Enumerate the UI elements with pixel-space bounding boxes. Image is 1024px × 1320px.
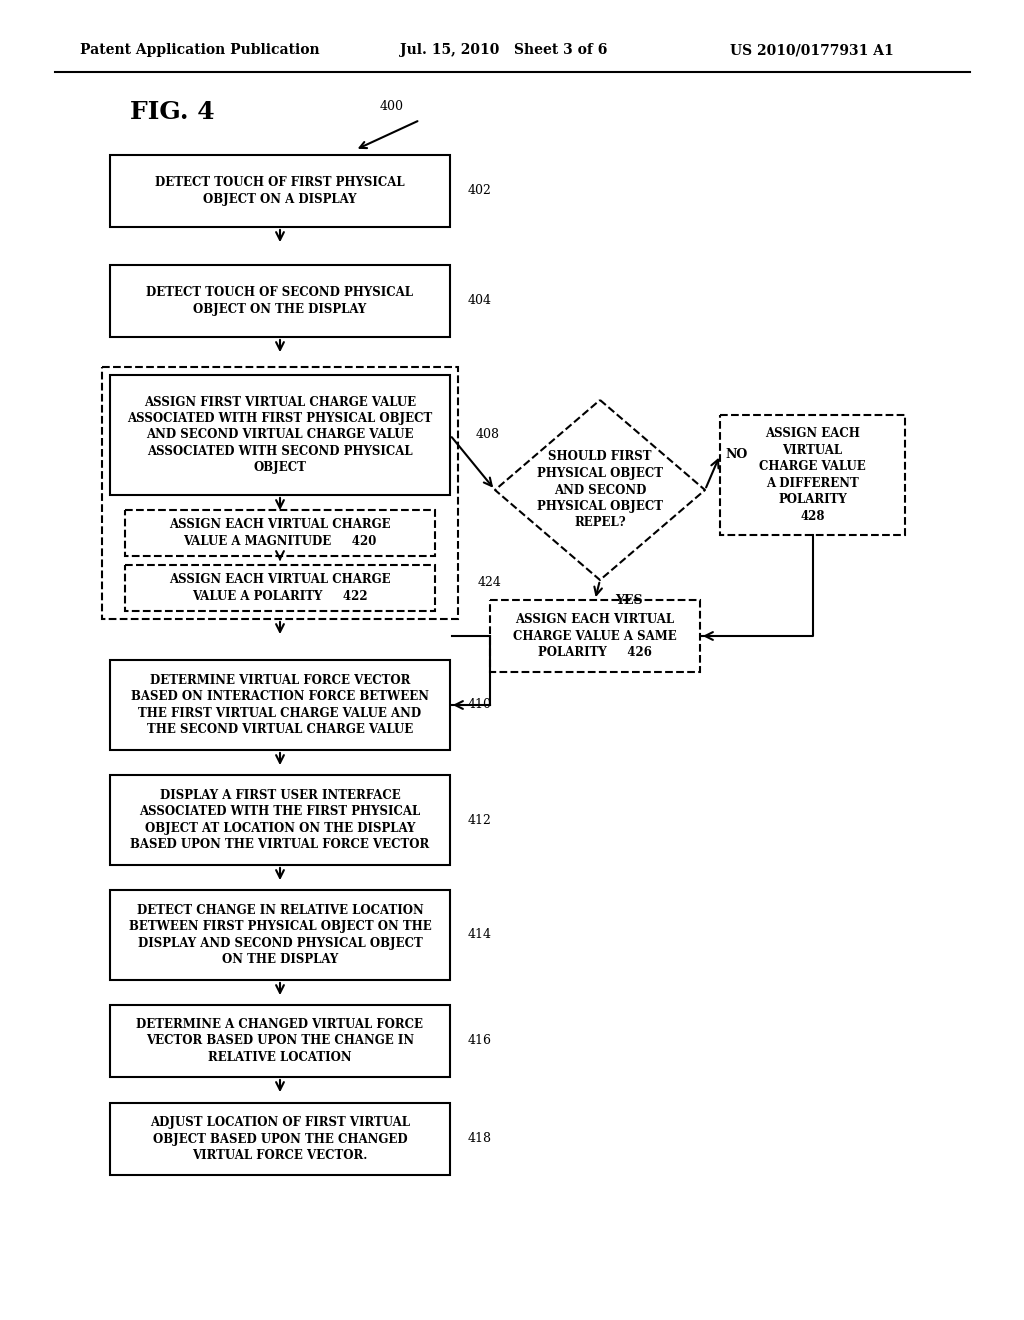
Bar	[110, 660, 450, 750]
Text: 424: 424	[478, 576, 502, 589]
Text: DETECT TOUCH OF SECOND PHYSICAL
OBJECT ON THE DISPLAY: DETECT TOUCH OF SECOND PHYSICAL OBJECT O…	[146, 286, 414, 315]
Text: 410: 410	[468, 698, 492, 711]
Text: NO: NO	[725, 449, 748, 462]
Bar	[110, 1104, 450, 1175]
Text: 404: 404	[468, 294, 492, 308]
Text: SHOULD FIRST
PHYSICAL OBJECT
AND SECOND
PHYSICAL OBJECT
REPEL?: SHOULD FIRST PHYSICAL OBJECT AND SECOND …	[537, 450, 663, 529]
Bar	[110, 375, 450, 495]
Bar	[110, 154, 450, 227]
Text: ASSIGN EACH VIRTUAL
CHARGE VALUE A SAME
POLARITY     426: ASSIGN EACH VIRTUAL CHARGE VALUE A SAME …	[513, 612, 677, 659]
Text: US 2010/0177931 A1: US 2010/0177931 A1	[730, 44, 894, 57]
Text: DISPLAY A FIRST USER INTERFACE
ASSOCIATED WITH THE FIRST PHYSICAL
OBJECT AT LOCA: DISPLAY A FIRST USER INTERFACE ASSOCIATE…	[130, 789, 430, 851]
Text: DETERMINE VIRTUAL FORCE VECTOR
BASED ON INTERACTION FORCE BETWEEN
THE FIRST VIRT: DETERMINE VIRTUAL FORCE VECTOR BASED ON …	[131, 673, 429, 737]
Text: 402: 402	[468, 185, 492, 198]
Text: ADJUST LOCATION OF FIRST VIRTUAL
OBJECT BASED UPON THE CHANGED
VIRTUAL FORCE VEC: ADJUST LOCATION OF FIRST VIRTUAL OBJECT …	[150, 1115, 410, 1162]
Bar	[110, 775, 450, 865]
Bar	[110, 1005, 450, 1077]
Bar	[125, 510, 435, 556]
Bar	[110, 890, 450, 979]
Bar	[490, 601, 700, 672]
Text: DETECT CHANGE IN RELATIVE LOCATION
BETWEEN FIRST PHYSICAL OBJECT ON THE
DISPLAY : DETECT CHANGE IN RELATIVE LOCATION BETWE…	[129, 904, 431, 966]
Text: Jul. 15, 2010   Sheet 3 of 6: Jul. 15, 2010 Sheet 3 of 6	[400, 44, 607, 57]
Text: 412: 412	[468, 813, 492, 826]
Text: ASSIGN EACH VIRTUAL CHARGE
VALUE A POLARITY     422: ASSIGN EACH VIRTUAL CHARGE VALUE A POLAR…	[169, 573, 391, 603]
Text: 418: 418	[468, 1133, 492, 1146]
Text: ASSIGN EACH
VIRTUAL
CHARGE VALUE
A DIFFERENT
POLARITY
428: ASSIGN EACH VIRTUAL CHARGE VALUE A DIFFE…	[759, 428, 866, 523]
Text: 416: 416	[468, 1035, 492, 1048]
Text: YES: YES	[615, 594, 643, 606]
Bar	[720, 414, 905, 535]
Bar	[110, 265, 450, 337]
Text: 414: 414	[468, 928, 492, 941]
Text: 400: 400	[380, 100, 404, 114]
Text: DETECT TOUCH OF FIRST PHYSICAL
OBJECT ON A DISPLAY: DETECT TOUCH OF FIRST PHYSICAL OBJECT ON…	[156, 177, 404, 206]
Text: DETERMINE A CHANGED VIRTUAL FORCE
VECTOR BASED UPON THE CHANGE IN
RELATIVE LOCAT: DETERMINE A CHANGED VIRTUAL FORCE VECTOR…	[136, 1018, 424, 1064]
Bar	[102, 367, 458, 619]
Text: ASSIGN EACH VIRTUAL CHARGE
VALUE A MAGNITUDE     420: ASSIGN EACH VIRTUAL CHARGE VALUE A MAGNI…	[169, 519, 391, 548]
Text: Patent Application Publication: Patent Application Publication	[80, 44, 319, 57]
Bar	[125, 565, 435, 611]
Text: 408: 408	[476, 429, 500, 441]
Text: ASSIGN FIRST VIRTUAL CHARGE VALUE
ASSOCIATED WITH FIRST PHYSICAL OBJECT
AND SECO: ASSIGN FIRST VIRTUAL CHARGE VALUE ASSOCI…	[127, 396, 432, 474]
Text: FIG. 4: FIG. 4	[130, 100, 215, 124]
